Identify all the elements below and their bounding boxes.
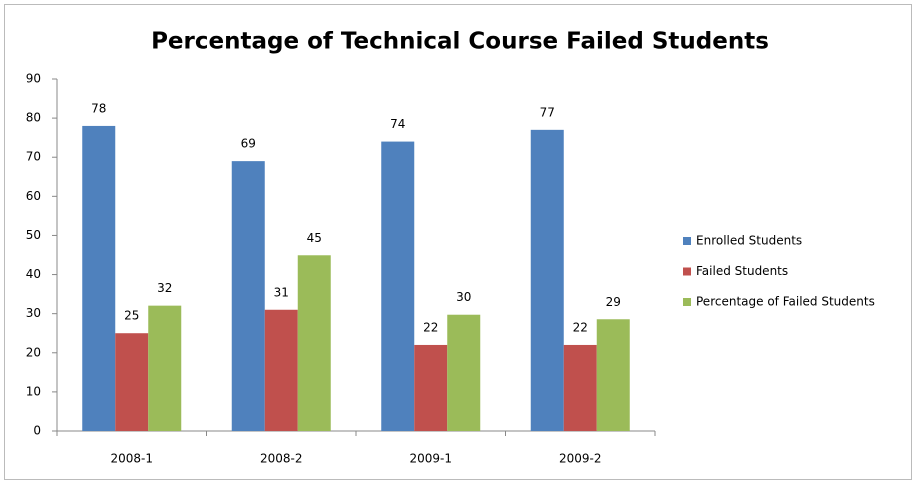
y-tick-label: 30	[26, 306, 41, 320]
legend-swatch	[683, 267, 691, 276]
x-tick-label: 2009-1	[409, 452, 452, 466]
data-label: 74	[390, 117, 405, 131]
legend-label: Percentage of Failed Students	[696, 295, 875, 309]
data-label: 30	[456, 290, 471, 304]
y-tick-label: 0	[33, 424, 41, 438]
x-tick-label: 2008-1	[110, 452, 153, 466]
bar	[264, 309, 298, 431]
legend-swatch	[683, 237, 691, 245]
bar	[530, 129, 564, 431]
bar	[563, 344, 597, 431]
data-label: 25	[124, 309, 139, 323]
y-tick-label: 60	[26, 189, 41, 203]
legend-label: Enrolled Students	[696, 234, 802, 248]
bar	[115, 333, 149, 431]
bar	[148, 305, 182, 431]
bar	[82, 125, 116, 431]
bar	[414, 344, 448, 431]
data-label: 32	[157, 281, 172, 295]
data-label: 22	[573, 320, 588, 334]
y-tick-label: 70	[26, 150, 41, 164]
data-label: 77	[540, 105, 555, 119]
data-label: 29	[606, 295, 621, 309]
y-tick-label: 40	[26, 267, 41, 281]
y-tick-label: 80	[26, 111, 41, 125]
y-tick-label: 10	[26, 384, 41, 398]
y-tick-label: 90	[26, 72, 41, 86]
data-label: 31	[274, 285, 289, 299]
legend-label: Failed Students	[696, 264, 788, 278]
chart-title: Percentage of Technical Course Failed St…	[151, 29, 769, 55]
bar	[447, 314, 481, 431]
bar	[231, 161, 265, 431]
data-label: 22	[423, 320, 438, 334]
data-label: 69	[241, 137, 256, 151]
y-tick-label: 50	[26, 228, 41, 242]
bar	[596, 319, 630, 431]
data-label: 78	[91, 101, 106, 115]
bar	[381, 141, 415, 432]
x-tick-label: 2009-2	[559, 452, 602, 466]
data-label: 45	[307, 231, 322, 245]
legend-swatch	[683, 298, 691, 306]
y-tick-label: 20	[26, 345, 41, 359]
x-tick-label: 2008-2	[260, 452, 303, 466]
bar	[297, 255, 331, 431]
